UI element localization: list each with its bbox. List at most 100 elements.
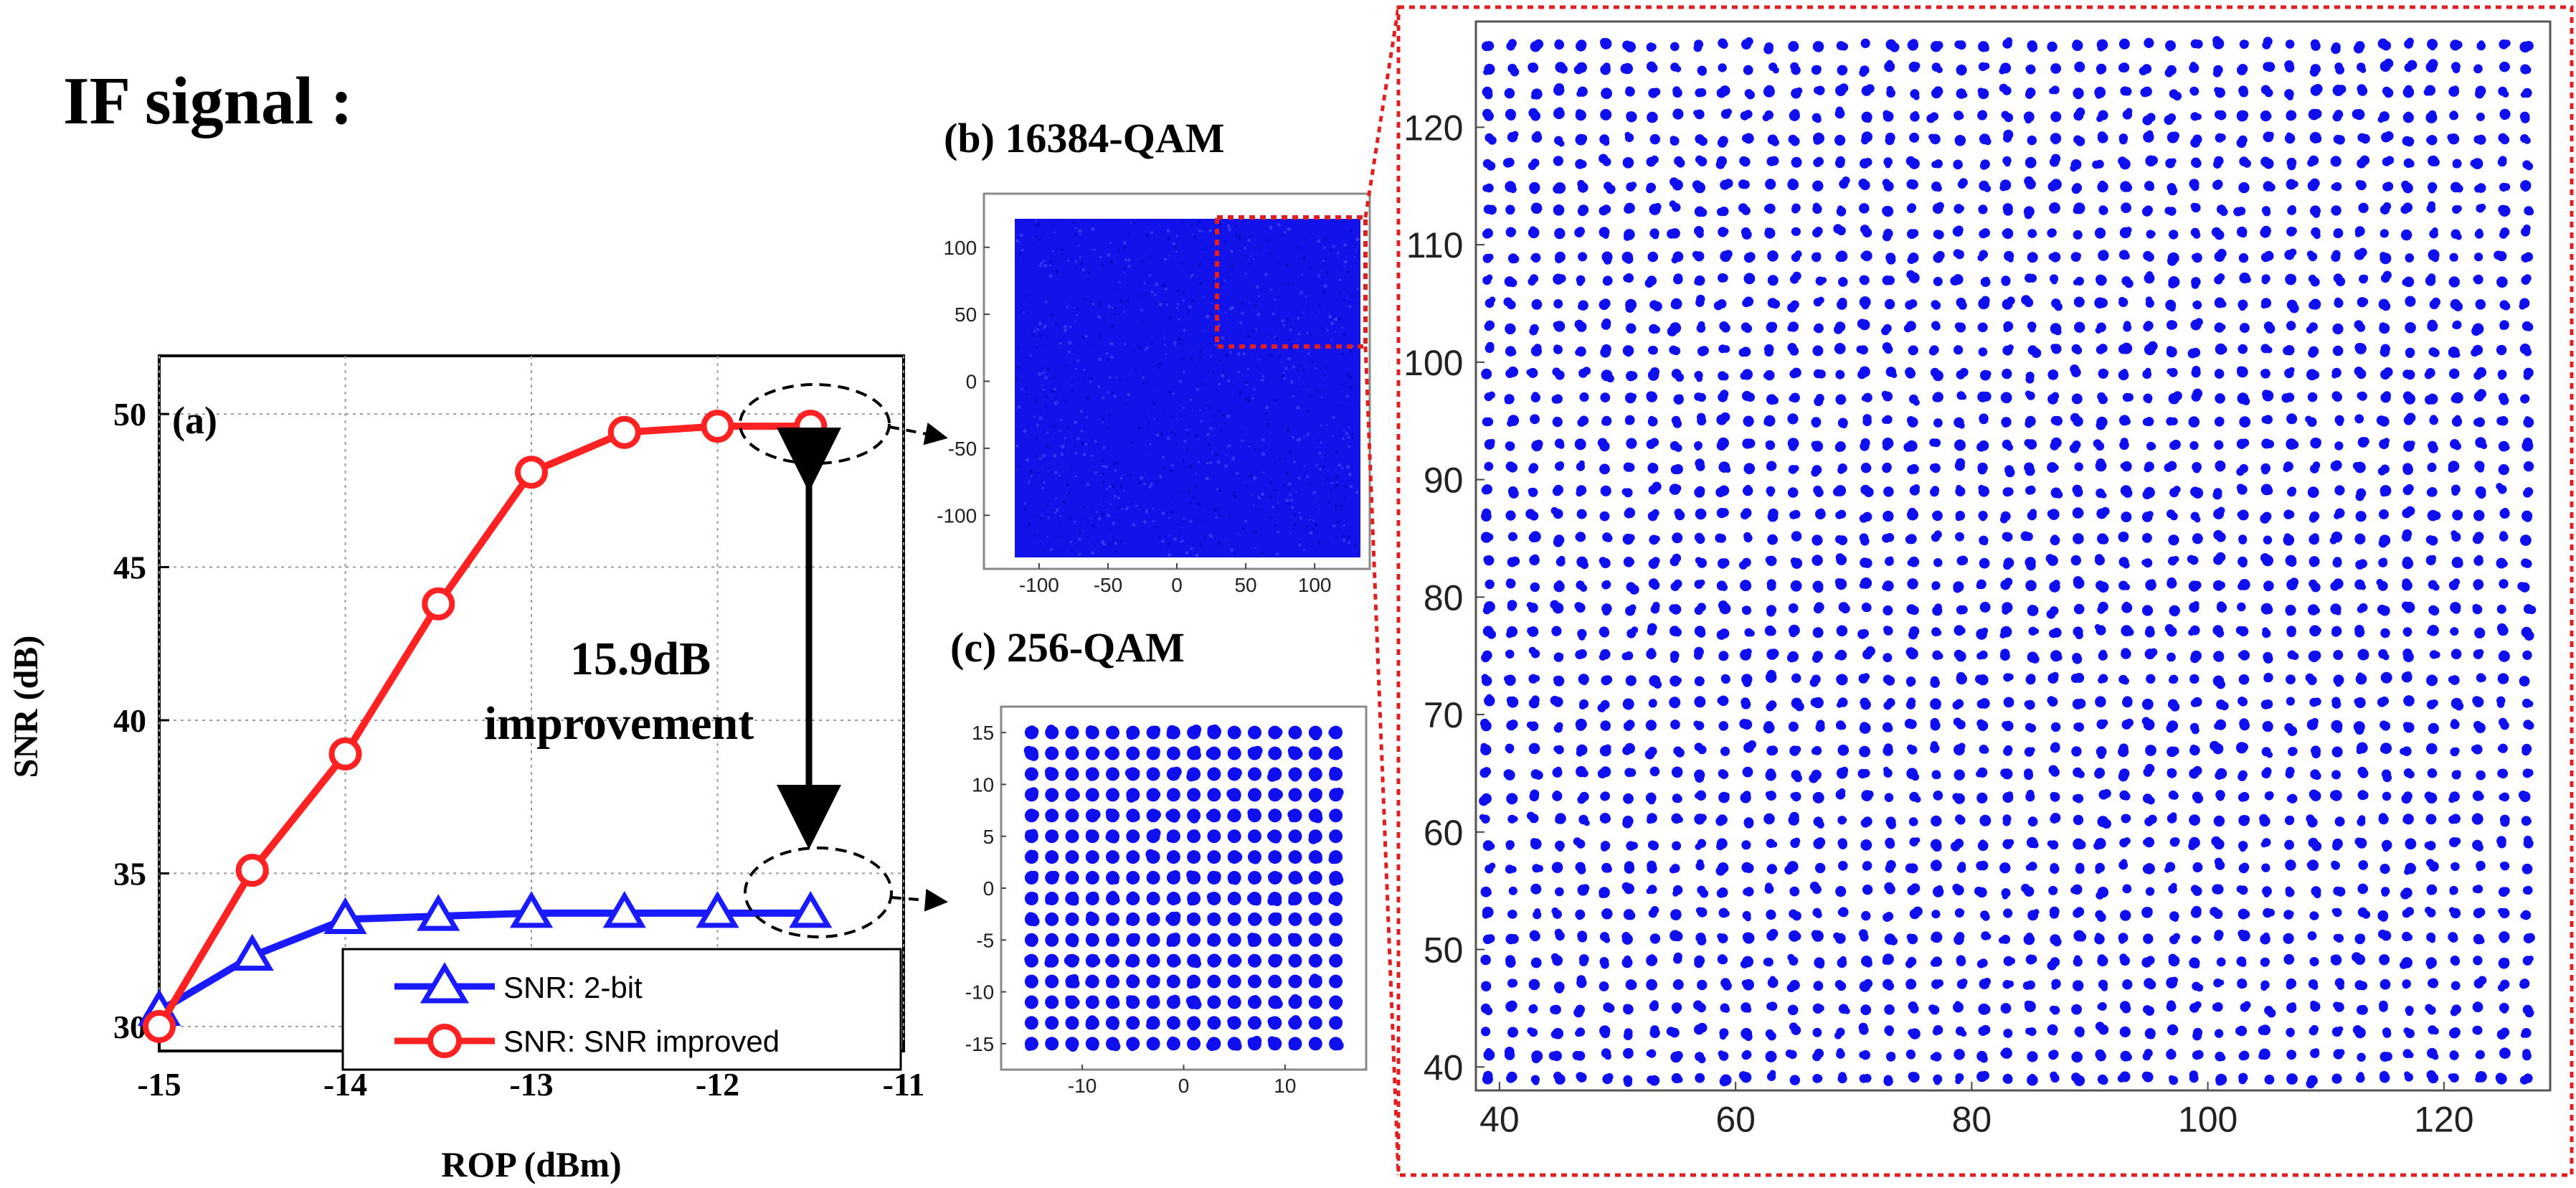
- zoom-point: [1503, 297, 1516, 310]
- zoom-point: [1837, 298, 1847, 310]
- zoom-point: [1575, 862, 1586, 874]
- zoom-point: [1786, 979, 1800, 993]
- zoom-point: [1860, 463, 1872, 473]
- zoom-point: [1789, 886, 1800, 897]
- zoom-point: [1835, 720, 1847, 730]
- zoom-point: [1576, 275, 1586, 286]
- zoom-point: [1787, 413, 1799, 425]
- texture-dot: [1202, 296, 1205, 298]
- texture-dot: [1195, 517, 1198, 519]
- texture-dot: [1247, 399, 1251, 403]
- zoom-point: [1788, 41, 1799, 52]
- texture-dot: [1118, 379, 1122, 382]
- zoom-point: [1553, 1071, 1566, 1085]
- zoom-point: [1552, 766, 1563, 778]
- texture-dot: [1289, 493, 1292, 496]
- constellation-point: [1024, 725, 1039, 740]
- zoom-point: [1910, 110, 1920, 122]
- texture-dot: [1074, 451, 1078, 455]
- constellation-point: [1146, 725, 1161, 740]
- zoom-point: [1502, 157, 1515, 168]
- zoom-point: [1507, 1027, 1518, 1038]
- texture-dot: [1127, 233, 1130, 236]
- constellation-point: [1227, 892, 1241, 905]
- zoom-point: [1647, 251, 1659, 263]
- snr-point: [696, 890, 739, 928]
- zoom-point: [1743, 415, 1754, 427]
- texture-dot: [1102, 465, 1104, 468]
- texture-dot: [1261, 378, 1264, 382]
- zoom-point: [1528, 274, 1539, 286]
- zoom-point: [1882, 722, 1893, 732]
- texture-dot: [1113, 313, 1116, 316]
- zoom-point: [1813, 602, 1824, 614]
- texture-dot: [1021, 309, 1023, 312]
- y-tick-label: 90: [1424, 461, 1464, 501]
- texture-dot: [1074, 307, 1076, 309]
- zoom-point: [1576, 975, 1587, 989]
- constellation-point: [1166, 788, 1180, 802]
- texture-dot: [1188, 310, 1190, 314]
- texture-dot: [1288, 487, 1290, 490]
- snr-point: [789, 890, 833, 928]
- constellation-point: [1166, 850, 1180, 864]
- zoom-point: [1666, 1027, 1680, 1038]
- texture-dot: [1034, 400, 1038, 403]
- texture-dot: [1322, 263, 1325, 265]
- zoom-point: [1882, 438, 1894, 451]
- texture-dot: [1108, 485, 1112, 489]
- zoom-point: [1835, 369, 1845, 380]
- snr-y-tick-label: 30: [113, 1009, 146, 1045]
- zoom-point: [1791, 531, 1802, 542]
- constellation-point: [1106, 725, 1119, 740]
- constellation-point: [1268, 808, 1282, 823]
- texture-dot: [1031, 474, 1033, 477]
- zoom-point: [1931, 815, 1942, 827]
- texture-dot: [1221, 413, 1225, 417]
- texture-dot: [1171, 415, 1173, 418]
- constellation-point: [1126, 746, 1140, 760]
- zoom-point: [1787, 321, 1799, 332]
- texture-dot: [1117, 519, 1119, 522]
- zoom-point: [1999, 862, 2011, 874]
- zoom-point: [1531, 1050, 1543, 1064]
- texture-dot: [1328, 311, 1331, 313]
- snr-x-tick-label: -12: [696, 1066, 739, 1103]
- constellation-point: [1186, 767, 1201, 782]
- texture-dot: [1017, 464, 1021, 468]
- zoom-point: [1530, 883, 1542, 895]
- zoom-point: [1933, 418, 1943, 428]
- texture-dot: [1246, 443, 1250, 446]
- texture-dot: [1023, 429, 1027, 433]
- zoom-point: [1837, 816, 1847, 825]
- zoom-point: [1670, 909, 1682, 920]
- zoom-point: [1695, 294, 1705, 307]
- zoom-point: [1555, 62, 1568, 74]
- texture-dot: [1048, 517, 1051, 519]
- texture-dot: [1224, 422, 1227, 425]
- constellation-point: [1146, 912, 1160, 926]
- texture-dot: [1058, 548, 1060, 550]
- zoom-point: [1764, 203, 1776, 214]
- zoom-point: [1646, 182, 1656, 194]
- texture-dot: [1035, 456, 1038, 458]
- zoom-point: [1883, 1075, 1893, 1086]
- zoom-point: [2475, 299, 2486, 310]
- zoom-point: [1740, 369, 1753, 380]
- zoom-point: [1857, 768, 1870, 779]
- snr-point: [235, 854, 269, 887]
- texture-dot: [1188, 305, 1192, 309]
- zoom-point: [1741, 1027, 1753, 1042]
- snr-panel-label: (a): [172, 399, 217, 442]
- zoom-point: [2000, 1003, 2012, 1014]
- constellation-point: [1247, 808, 1261, 823]
- texture-dot: [1150, 231, 1154, 235]
- texture-dot: [1199, 543, 1203, 547]
- constellation-point: [1308, 829, 1322, 844]
- texture-dot: [1114, 469, 1117, 472]
- zoom-point: [1670, 553, 1682, 567]
- constellation-point: [1064, 953, 1080, 968]
- texture-dot: [1101, 263, 1104, 267]
